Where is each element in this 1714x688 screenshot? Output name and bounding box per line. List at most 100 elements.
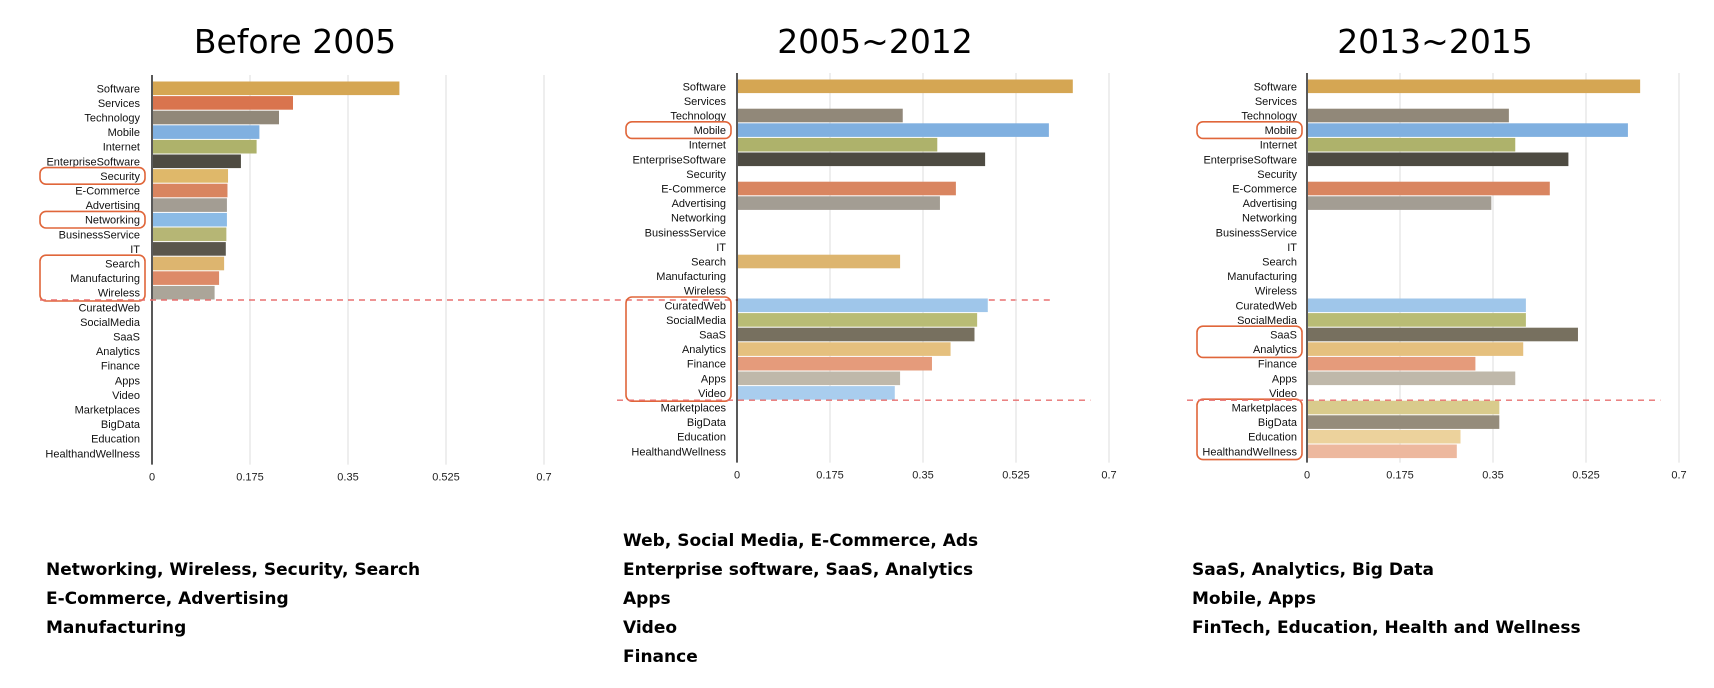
caption-line: Mobile, Apps [1192,589,1316,609]
bar-mobile [1308,123,1628,137]
bar-e-commerce [1308,181,1550,196]
category-label-advertising: Advertising [672,198,726,210]
bar-networking [153,212,227,227]
category-label-saas: SaaS [699,330,726,342]
category-label-curatedweb: CuratedWeb [1235,300,1297,312]
bar-analytics [738,342,951,356]
x-tick-label: 0.35 [337,472,358,484]
category-label-search: Search [691,257,726,269]
category-label-apps: Apps [701,373,727,385]
category-label-finance: Finance [101,361,140,373]
bar-search [153,256,225,271]
bar-technology [1308,108,1509,123]
category-label-internet: Internet [1260,140,1297,152]
highlight-box [1196,325,1303,359]
bar-mobile [738,123,1049,137]
highlight-box [625,121,732,140]
x-tick-label: 0 [149,472,155,484]
category-label-marketplaces: Marketplaces [75,405,141,417]
category-label-internet: Internet [103,142,140,154]
x-tick-label: 0.7 [1671,470,1686,482]
bar-enterprisesoftware [738,152,986,167]
bar-software [1308,79,1641,94]
bar-technology [738,108,903,123]
category-label-analytics: Analytics [1253,344,1298,356]
category-label-apps: Apps [115,375,141,387]
highlight-box [39,254,146,302]
category-label-marketplaces: Marketplaces [1232,403,1298,415]
category-label-networking: Networking [85,215,140,227]
bar-e-commerce [153,183,228,198]
panel-title-before-2005: Before 2005 [193,22,397,61]
category-label-bigdata: BigData [101,419,141,431]
bar-software [153,81,400,96]
x-tick-label: 0.525 [432,472,460,484]
category-label-advertising: Advertising [1243,198,1297,210]
category-label-manufacturing: Manufacturing [656,271,726,283]
category-label-networking: Networking [1242,213,1297,225]
bar-security [153,169,229,183]
bar-apps [1308,371,1516,386]
bar-bigdata [1308,415,1500,429]
highlight-box [39,166,146,186]
bar-socialmedia [738,313,978,327]
bar-saas [1308,327,1578,342]
category-label-businessservice: BusinessService [1216,227,1297,239]
category-label-advertising: Advertising [86,200,140,212]
caption-before-2005: Networking, Wireless, Security, Search E-… [46,556,420,643]
category-label-analytics: Analytics [682,344,727,356]
category-label-manufacturing: Manufacturing [70,273,140,285]
category-label-software: Software [683,81,726,93]
caption-line: Apps [623,589,671,609]
category-label-socialmedia: SocialMedia [1237,315,1298,327]
category-label-businessservice: BusinessService [645,227,726,239]
category-label-internet: Internet [689,140,726,152]
category-label-saas: SaaS [1270,330,1297,342]
category-label-e-commerce: E-Commerce [661,184,726,196]
category-label-wireless: Wireless [1255,286,1298,298]
category-label-it: IT [1287,242,1297,254]
category-label-it: IT [130,244,140,256]
x-tick-label: 0 [1304,470,1310,482]
caption-line: FinTech, Education, Health and Wellness [1192,618,1581,638]
panel-title-2013-2015: 2013~2015 [1337,22,1533,61]
bar-finance [1308,356,1476,371]
x-tick-label: 0.7 [536,472,551,484]
caption-line: SaaS, Analytics, Big Data [1192,560,1435,580]
category-label-search: Search [1262,257,1297,269]
x-tick-label: 0.35 [912,470,933,482]
category-label-security: Security [100,171,140,183]
category-label-saas: SaaS [113,332,140,344]
category-label-curatedweb: CuratedWeb [78,302,140,314]
category-label-networking: Networking [671,213,726,225]
category-label-apps: Apps [1272,373,1298,385]
category-label-video: Video [112,390,140,402]
category-label-healthandwellness: HealthandWellness [1202,446,1297,458]
category-label-mobile: Mobile [108,127,140,139]
x-tick-label: 0.175 [1386,470,1414,482]
caption-2013-2015: SaaS, Analytics, Big Data Mobile, Apps Fin… [1192,556,1581,643]
bar-finance [738,356,932,371]
caption-line: Web, Social Media, E-Commerce, Ads [623,531,979,551]
bar-analytics [1308,342,1524,356]
bar-enterprisesoftware [153,154,241,169]
category-label-services: Services [684,96,727,108]
category-label-video: Video [1269,388,1297,400]
category-label-enterprisesoftware: EnterpriseSoftware [1203,154,1297,166]
bar-enterprisesoftware [1308,152,1569,167]
category-label-education: Education [1248,432,1297,444]
bar-manufacturing [153,271,220,285]
bar-advertising [738,196,940,210]
category-label-software: Software [1254,81,1297,93]
bar-socialmedia [1308,313,1526,327]
bar-video [738,386,895,400]
bar-e-commerce [738,181,956,196]
category-label-manufacturing: Manufacturing [1227,271,1297,283]
bar-advertising [153,198,227,212]
bar-mobile [153,125,260,139]
bar-curatedweb [738,298,988,313]
category-label-marketplaces: Marketplaces [661,403,727,415]
category-label-businessservice: BusinessService [59,229,140,241]
category-label-socialmedia: SocialMedia [666,315,727,327]
